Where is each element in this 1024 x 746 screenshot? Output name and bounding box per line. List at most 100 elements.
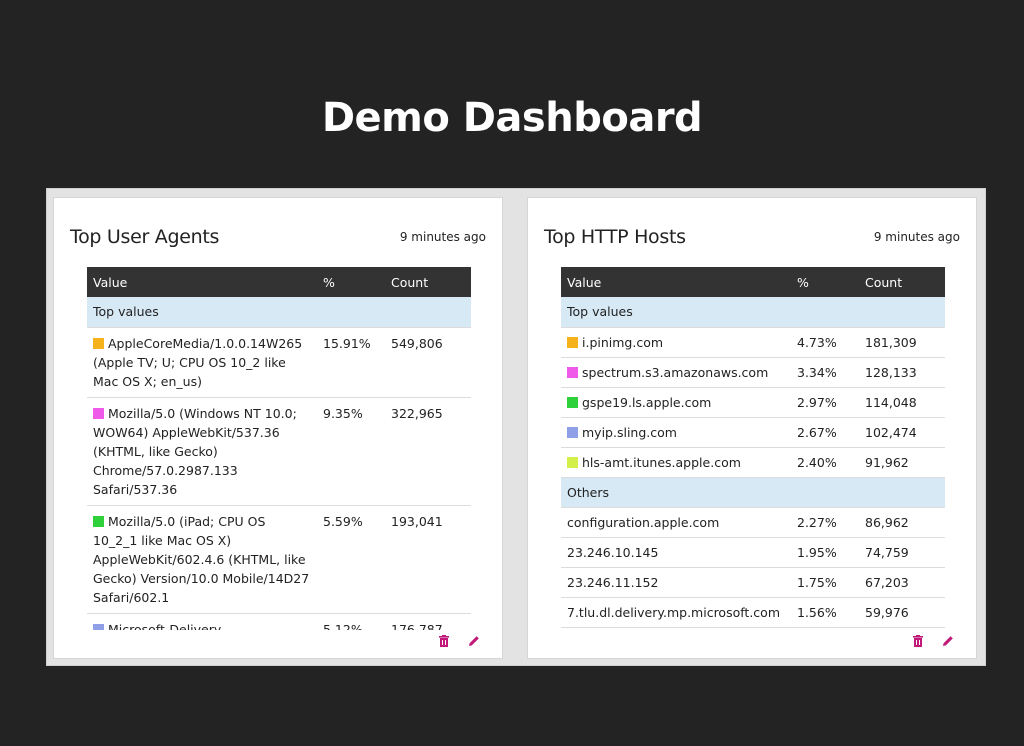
- dashboard-frame: Top User Agents 9 minutes ago Value % Co…: [46, 188, 986, 666]
- column-header-value[interactable]: Value: [561, 267, 791, 297]
- column-header-pct[interactable]: %: [317, 267, 385, 297]
- table-header-row: Value % Count: [561, 267, 945, 297]
- table-row[interactable]: spectrum.s3.amazonaws.com 3.34% 128,133: [561, 357, 945, 388]
- series-color-swatch: [93, 515, 104, 527]
- cell-value: hls-amt.itunes.apple.com: [561, 447, 791, 478]
- cell-pct: 5.12%: [317, 613, 385, 630]
- group-label: Top values: [561, 297, 945, 328]
- cell-pct: 5.59%: [317, 505, 385, 614]
- cell-count: 114,048: [859, 387, 945, 418]
- panel-top-user-agents: Top User Agents 9 minutes ago Value % Co…: [53, 197, 503, 659]
- table-row[interactable]: 23.246.11.152 1.75% 67,203: [561, 567, 945, 598]
- value-text: Mozilla/5.0 (Windows NT 10.0; WOW64) App…: [93, 405, 297, 497]
- cell-count: 102,474: [859, 417, 945, 448]
- table-row[interactable]: myip.sling.com 2.67% 102,474: [561, 417, 945, 448]
- value-text: Microsoft-Delivery-Optimization/10.0: [108, 621, 226, 631]
- table-row[interactable]: 23.246.10.145 1.95% 74,759: [561, 537, 945, 568]
- cell-count: 193,041: [385, 505, 471, 614]
- cell-count: 74,759: [859, 537, 945, 568]
- value-text: spectrum.s3.amazonaws.com: [582, 364, 769, 380]
- trash-icon[interactable]: [438, 632, 450, 647]
- cell-pct: 2.67%: [791, 417, 859, 448]
- table-row[interactable]: 7.tlu.dl.delivery.mp.microsoft.com 1.56% 5…: [561, 597, 945, 628]
- table-row[interactable]: Mozilla/5.0 (Windows NT 10.0; WOW64) App…: [87, 397, 471, 506]
- cell-value: gspe19.ls.apple.com: [561, 387, 791, 418]
- value-text: AppleCoreMedia/1.0.0.14W265 (Apple TV; U…: [93, 335, 303, 389]
- cell-pct: 1.95%: [791, 537, 859, 568]
- panel-title: Top User Agents: [70, 226, 220, 248]
- cell-value: AppleCoreMedia/1.0.0.14W265 (Apple TV; U…: [87, 327, 317, 398]
- cell-pct: 15.91%: [317, 327, 385, 398]
- cell-count: 67,203: [859, 567, 945, 598]
- cell-value: 7.tlu.dl.delivery.mp.microsoft.com: [561, 597, 791, 628]
- panel-top-http-hosts: Top HTTP Hosts 9 minutes ago Value % Cou…: [527, 197, 977, 659]
- pencil-icon[interactable]: [468, 632, 480, 646]
- table-row[interactable]: hls-amt.itunes.apple.com 2.40% 91,962: [561, 447, 945, 478]
- column-header-value[interactable]: Value: [87, 267, 317, 297]
- cell-pct: 2.40%: [791, 447, 859, 478]
- group-row-others: Others: [561, 477, 945, 508]
- table-scroll-area[interactable]: Value % Count Top values AppleCoreMedia/…: [87, 267, 471, 630]
- series-color-swatch: [93, 407, 104, 419]
- cell-count: 59,976: [859, 597, 945, 628]
- table-scroll-area[interactable]: Value % Count Top values i.pinimg.com 4.7…: [561, 267, 945, 630]
- column-header-pct[interactable]: %: [791, 267, 859, 297]
- series-color-swatch: [567, 396, 578, 408]
- group-row-top-values: Top values: [87, 297, 471, 328]
- cell-value: configuration.apple.com: [561, 507, 791, 538]
- cell-pct: 1.75%: [791, 567, 859, 598]
- value-text: 23.246.10.145: [567, 544, 659, 560]
- table-row[interactable]: i.pinimg.com 4.73% 181,309: [561, 327, 945, 358]
- panel-actions: [912, 632, 954, 647]
- value-text: Mozilla/5.0 (iPad; CPU OS 10_2_1 like Ma…: [93, 513, 310, 605]
- panel-actions: [438, 632, 480, 647]
- table-row[interactable]: Mozilla/5.0 (iPad; CPU OS 10_2_1 like Ma…: [87, 505, 471, 614]
- cell-value: 23.246.10.145: [561, 537, 791, 568]
- cell-count: 86,962: [859, 507, 945, 538]
- value-text: i.pinimg.com: [582, 334, 664, 350]
- cell-count: 91,962: [859, 447, 945, 478]
- cell-value: Mozilla/5.0 (Windows NT 10.0; WOW64) App…: [87, 397, 317, 506]
- column-header-count[interactable]: Count: [385, 267, 471, 297]
- group-row-top-values: Top values: [561, 297, 945, 328]
- cell-count: 176,787: [385, 613, 471, 630]
- cell-value: myip.sling.com: [561, 417, 791, 448]
- pencil-icon[interactable]: [942, 632, 954, 646]
- value-text: 23.246.11.152: [567, 574, 659, 590]
- series-color-swatch: [93, 623, 104, 630]
- panel-timestamp: 9 minutes ago: [399, 230, 486, 244]
- cell-value: Mozilla/5.0 (iPad; CPU OS 10_2_1 like Ma…: [87, 505, 317, 614]
- http-hosts-table: Value % Count Top values i.pinimg.com 4.7…: [561, 267, 945, 628]
- cell-pct: 2.97%: [791, 387, 859, 418]
- table-row[interactable]: gspe19.ls.apple.com 2.97% 114,048: [561, 387, 945, 418]
- value-text: gspe19.ls.apple.com: [582, 394, 712, 410]
- cell-count: 128,133: [859, 357, 945, 388]
- slide-title: Demo Dashboard: [321, 95, 703, 141]
- cell-count: 322,965: [385, 397, 471, 506]
- cell-pct: 9.35%: [317, 397, 385, 506]
- table-header-row: Value % Count: [87, 267, 471, 297]
- panel-timestamp: 9 minutes ago: [873, 230, 960, 244]
- cell-pct: 2.27%: [791, 507, 859, 538]
- table-row[interactable]: Microsoft-Delivery-Optimization/10.0 5.12…: [87, 613, 471, 630]
- cell-pct: 1.56%: [791, 597, 859, 628]
- trash-icon[interactable]: [912, 632, 924, 647]
- cell-pct: 4.73%: [791, 327, 859, 358]
- series-color-swatch: [567, 366, 578, 378]
- series-color-swatch: [567, 456, 578, 468]
- series-color-swatch: [567, 336, 578, 348]
- table-row[interactable]: AppleCoreMedia/1.0.0.14W265 (Apple TV; U…: [87, 327, 471, 398]
- cell-count: 181,309: [859, 327, 945, 358]
- table-row[interactable]: configuration.apple.com 2.27% 86,962: [561, 507, 945, 538]
- group-label: Others: [561, 477, 945, 508]
- cell-value: Microsoft-Delivery-Optimization/10.0: [87, 613, 317, 630]
- column-header-count[interactable]: Count: [859, 267, 945, 297]
- value-text: configuration.apple.com: [567, 514, 720, 530]
- cell-value: spectrum.s3.amazonaws.com: [561, 357, 791, 388]
- panel-title: Top HTTP Hosts: [544, 226, 686, 248]
- cell-value: 23.246.11.152: [561, 567, 791, 598]
- cell-value: i.pinimg.com: [561, 327, 791, 358]
- series-color-swatch: [93, 337, 104, 349]
- user-agents-table: Value % Count Top values AppleCoreMedia/…: [87, 267, 471, 630]
- value-text: myip.sling.com: [582, 424, 677, 440]
